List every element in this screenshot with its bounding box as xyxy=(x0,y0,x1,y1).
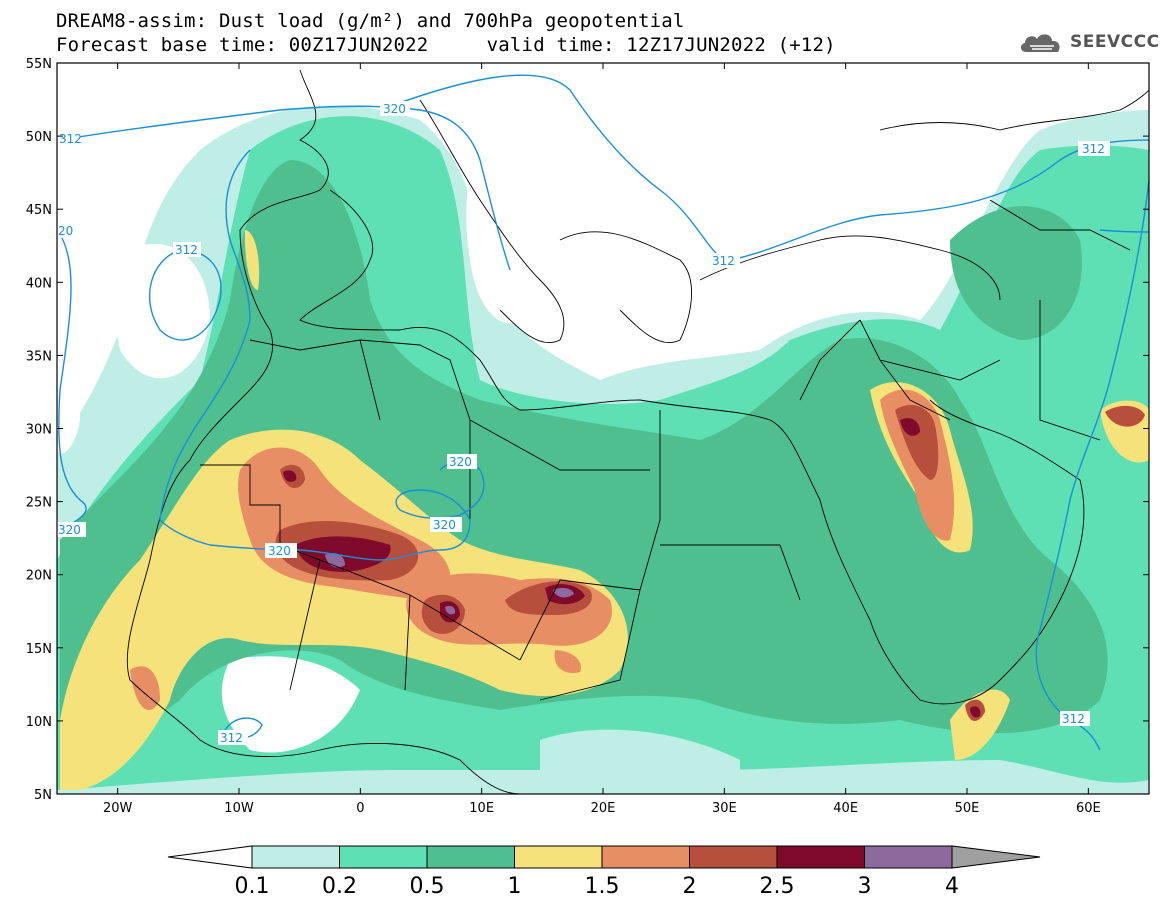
colorbar-segment xyxy=(514,845,603,869)
contour-label: 312 xyxy=(220,731,243,745)
colorbar-segment xyxy=(339,845,428,869)
contour-label: 312 xyxy=(712,254,735,268)
longitude-axis: 20W 10W 0 10E 20E 30E 40E 50E 60E xyxy=(103,63,1101,816)
latitude-axis: 55N 50N 45N 40N 35N 30N 25N 20N 15N 10N 5N xyxy=(26,57,1149,803)
lat-tick-label: 30N xyxy=(26,423,52,438)
colorbar-label: 2.5 xyxy=(760,874,795,899)
contour-labels: 320 312 312 312 312 320 320 320 320 312 … xyxy=(56,101,1110,745)
lat-tick-label: 10N xyxy=(26,715,52,730)
colorbar-label: 1.5 xyxy=(585,874,620,899)
lat-tick-label: 45N xyxy=(26,203,52,218)
lon-tick-label: 0 xyxy=(356,801,364,816)
lat-tick-label: 40N xyxy=(26,276,52,291)
contour-label: 312 xyxy=(59,132,82,146)
colorbar-label: 0.1 xyxy=(235,874,270,899)
colorbar-segment xyxy=(864,845,953,869)
contour-label: 20 xyxy=(58,224,73,238)
lon-tick-label: 50E xyxy=(955,801,980,816)
colorbar-label: 4 xyxy=(945,874,959,899)
colorbar-label: 3 xyxy=(858,874,872,899)
contour-label: 320 xyxy=(268,544,291,558)
colorbar-label: 0.5 xyxy=(410,874,445,899)
colorbar-low-arrow xyxy=(167,845,253,869)
lon-tick-label: 40E xyxy=(833,801,858,816)
colorbar-label: 0.2 xyxy=(322,874,357,899)
lon-tick-label: 60E xyxy=(1076,801,1101,816)
colorbar-segment xyxy=(776,845,865,869)
forecast-times: Forecast base time: 00Z17JUN2022 valid t… xyxy=(56,34,836,56)
cloud-icon xyxy=(1020,34,1060,52)
lon-tick-label: 30E xyxy=(712,801,737,816)
lat-tick-label: 5N xyxy=(34,788,52,803)
lat-tick-label: 35N xyxy=(26,349,52,364)
colorbar: 0.1 0.2 0.5 1 1.5 2 2.5 3 4 xyxy=(167,845,1041,899)
lon-tick-label: 20W xyxy=(103,801,133,816)
lon-tick-label: 10E xyxy=(469,801,494,816)
seevccc-logo: SEEVCCC xyxy=(1018,28,1160,56)
dust-field xyxy=(57,63,1149,794)
colorbar-label: 2 xyxy=(683,874,697,899)
contour-label: 312 xyxy=(1082,142,1105,156)
colorbar-segment xyxy=(251,845,340,869)
colorbar-label: 1 xyxy=(508,874,522,899)
lat-tick-label: 25N xyxy=(26,496,52,511)
lat-tick-label: 55N xyxy=(26,57,52,72)
colorbar-high-arrow xyxy=(951,845,1041,869)
contour-label: 312 xyxy=(175,243,198,257)
colorbar-segment xyxy=(426,845,515,869)
contour-label: 312 xyxy=(1062,712,1085,726)
lat-tick-label: 50N xyxy=(26,130,52,145)
contour-label: 320 xyxy=(433,518,456,532)
colorbar-segment xyxy=(601,845,690,869)
contour-label: 320 xyxy=(58,523,81,537)
lat-tick-label: 20N xyxy=(26,569,52,584)
lon-tick-label: 20E xyxy=(591,801,616,816)
lat-tick-label: 15N xyxy=(26,642,52,657)
lon-tick-label: 10W xyxy=(224,801,254,816)
contour-label: 320 xyxy=(383,102,406,116)
colorbar-segment xyxy=(689,845,778,869)
map-title: DREAM8-assim: Dust load (g/m²) and 700hP… xyxy=(56,10,685,32)
contour-label: 320 xyxy=(449,455,472,469)
